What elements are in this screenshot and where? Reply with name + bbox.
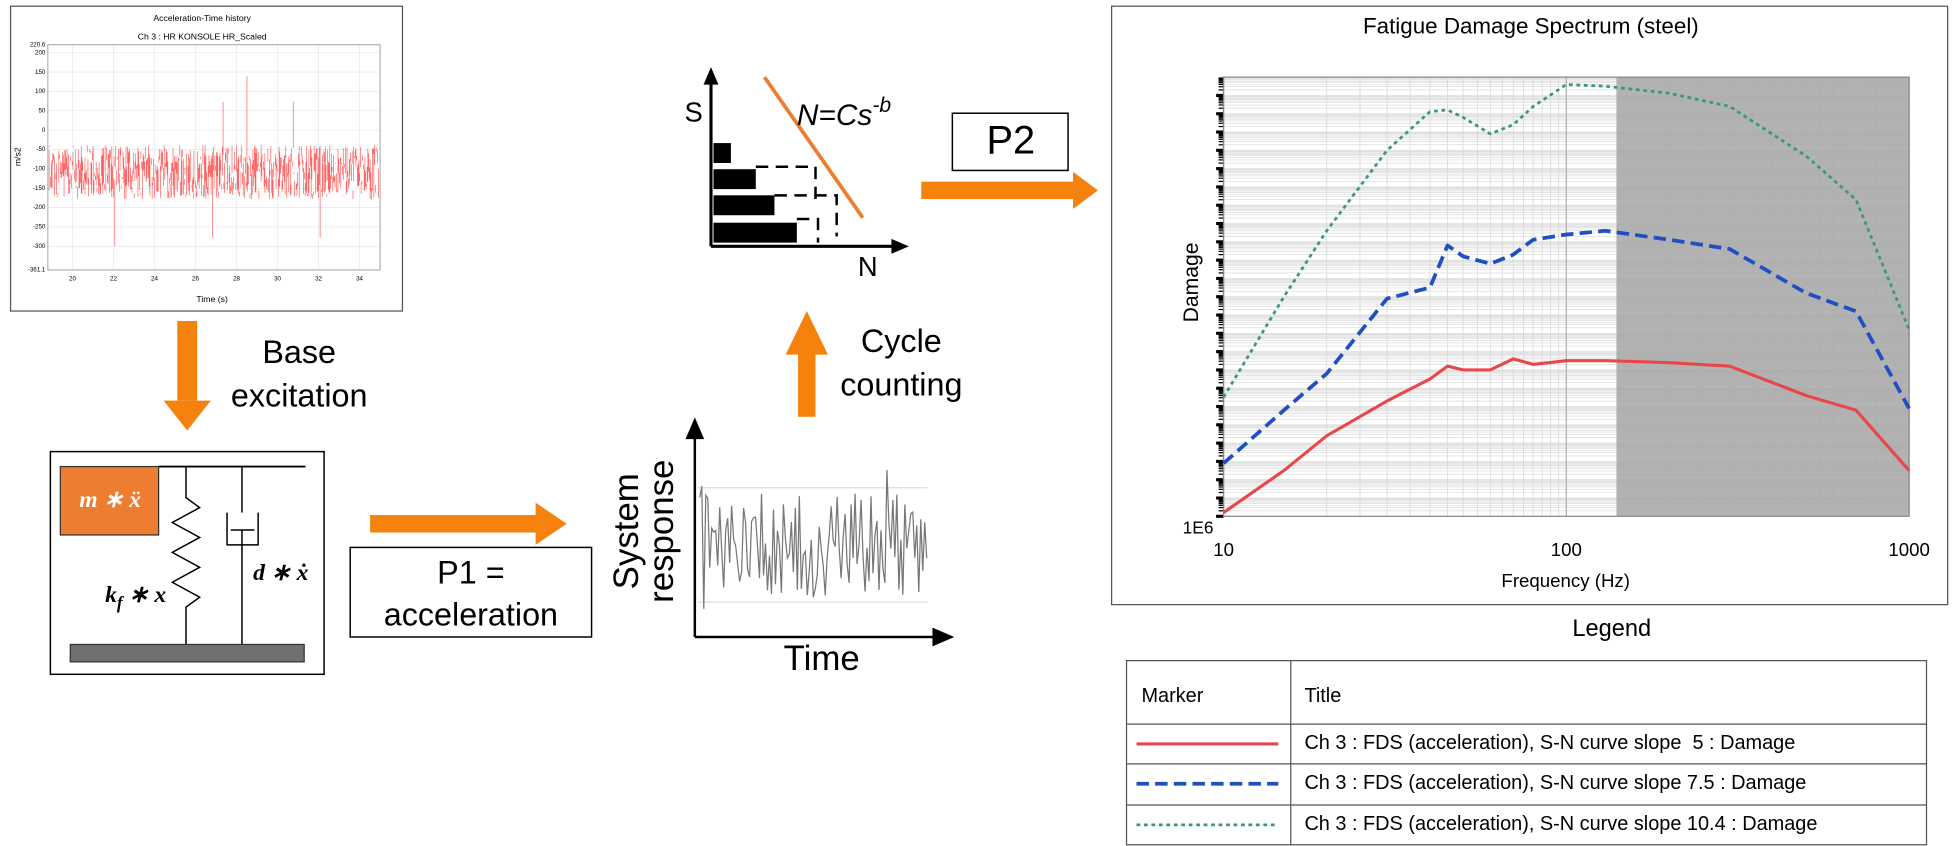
- x-tick-label: 100: [1551, 539, 1582, 560]
- arrow: [785, 311, 828, 417]
- x-tick-label: 22: [110, 275, 117, 282]
- fds-plot: 10 100 1000 1E6: [1183, 76, 1930, 560]
- legend-label: Ch 3 : FDS (acceleration), S-N curve slo…: [1304, 772, 1806, 794]
- chart-title: Acceleration-Time history: [153, 13, 251, 23]
- label: Cycle: [861, 323, 942, 359]
- label: acceleration: [384, 597, 558, 633]
- series-line: [1222, 357, 1911, 514]
- sn-formula: N=Cs-b: [797, 93, 892, 131]
- axis-label: S: [684, 97, 702, 128]
- y-axis-label: m/s2: [12, 147, 22, 166]
- legend-table: [1125, 660, 1928, 846]
- sn-diagram: [703, 67, 909, 254]
- x-tick-label: 20: [69, 275, 76, 282]
- y-axis-label: Damage: [1180, 242, 1203, 322]
- y-tick-label: -200: [33, 204, 46, 211]
- y-tick-label: 100: [35, 88, 46, 95]
- time-history-frame: [9, 5, 404, 312]
- x-tick-label: 1000: [1888, 539, 1930, 560]
- label: P2: [986, 119, 1035, 163]
- axis-label: Time: [784, 639, 860, 678]
- y-tick-label: -361.1: [28, 267, 46, 274]
- arrow: [921, 171, 1098, 210]
- axis-label: N: [858, 251, 878, 282]
- mass-term: m ∗ ẍ: [79, 487, 141, 513]
- x-tick-label: 26: [192, 275, 199, 282]
- stiffness-term: kf ∗ x: [105, 583, 166, 613]
- chart-subtitle: Ch 3 : HR KONSOLE HR_Scaled: [138, 32, 267, 42]
- y-tick-label: -150: [33, 185, 46, 192]
- label: P1 =: [437, 554, 504, 590]
- label: counting: [840, 366, 962, 402]
- y-tick-label: 220.6: [30, 41, 46, 48]
- symbol: k: [105, 583, 117, 609]
- y-tick-label: -300: [33, 243, 46, 250]
- x-tick-label: 28: [233, 275, 240, 282]
- y-tick-label: 200: [35, 49, 46, 56]
- model: [49, 450, 325, 676]
- subscript: f: [117, 593, 125, 613]
- arrow: [370, 502, 567, 545]
- signal-trace: [48, 76, 379, 247]
- axis-label: response: [642, 460, 681, 603]
- plot-area: [1222, 76, 1910, 517]
- table-header: Title: [1304, 685, 1341, 707]
- y-tick-label: 150: [35, 69, 46, 76]
- p1-box: [349, 546, 593, 638]
- x-tick-label: 34: [356, 275, 363, 282]
- superscript: -b: [872, 93, 891, 116]
- x-tick-label: 32: [315, 275, 322, 282]
- axis-label: System: [607, 473, 646, 589]
- x-tick-label: 24: [151, 275, 158, 282]
- legend-label: Ch 3 : FDS (acceleration), S-N curve slo…: [1304, 732, 1795, 754]
- chart-title: Fatigue Damage Spectrum (steel): [1363, 13, 1699, 38]
- symbol: ∗ x: [123, 583, 167, 609]
- legend-title: Legend: [1572, 616, 1651, 642]
- y-tick-label: -250: [33, 224, 46, 231]
- p2-box: [951, 112, 1069, 172]
- series-line: [1222, 83, 1911, 398]
- series-line: [1222, 228, 1911, 465]
- plot-area: [47, 44, 381, 271]
- label: Base: [262, 334, 336, 370]
- damping-term: d ∗ ẋ: [253, 560, 308, 586]
- y-tick-label: -50: [36, 146, 46, 153]
- legend-label: Ch 3 : FDS (acceleration), S-N curve slo…: [1304, 813, 1817, 835]
- x-tick-label: 10: [1213, 539, 1234, 560]
- response-trace: [699, 470, 928, 609]
- x-axis-label: Frequency (Hz): [1501, 570, 1630, 591]
- y-tick-label: 50: [38, 107, 45, 114]
- y-tick-label: 1E6: [1183, 517, 1214, 537]
- x-tick-label: 30: [274, 275, 281, 282]
- x-axis-label: Time (s): [196, 294, 228, 304]
- arrow: [163, 320, 211, 431]
- y-tick-label: 0: [42, 127, 46, 134]
- formula: N=Cs: [797, 99, 873, 132]
- table-header: Marker: [1141, 685, 1203, 707]
- label: excitation: [231, 378, 368, 414]
- shaded-range: [1616, 77, 1910, 517]
- response-axes: [685, 417, 955, 647]
- y-tick-label: -100: [33, 166, 46, 173]
